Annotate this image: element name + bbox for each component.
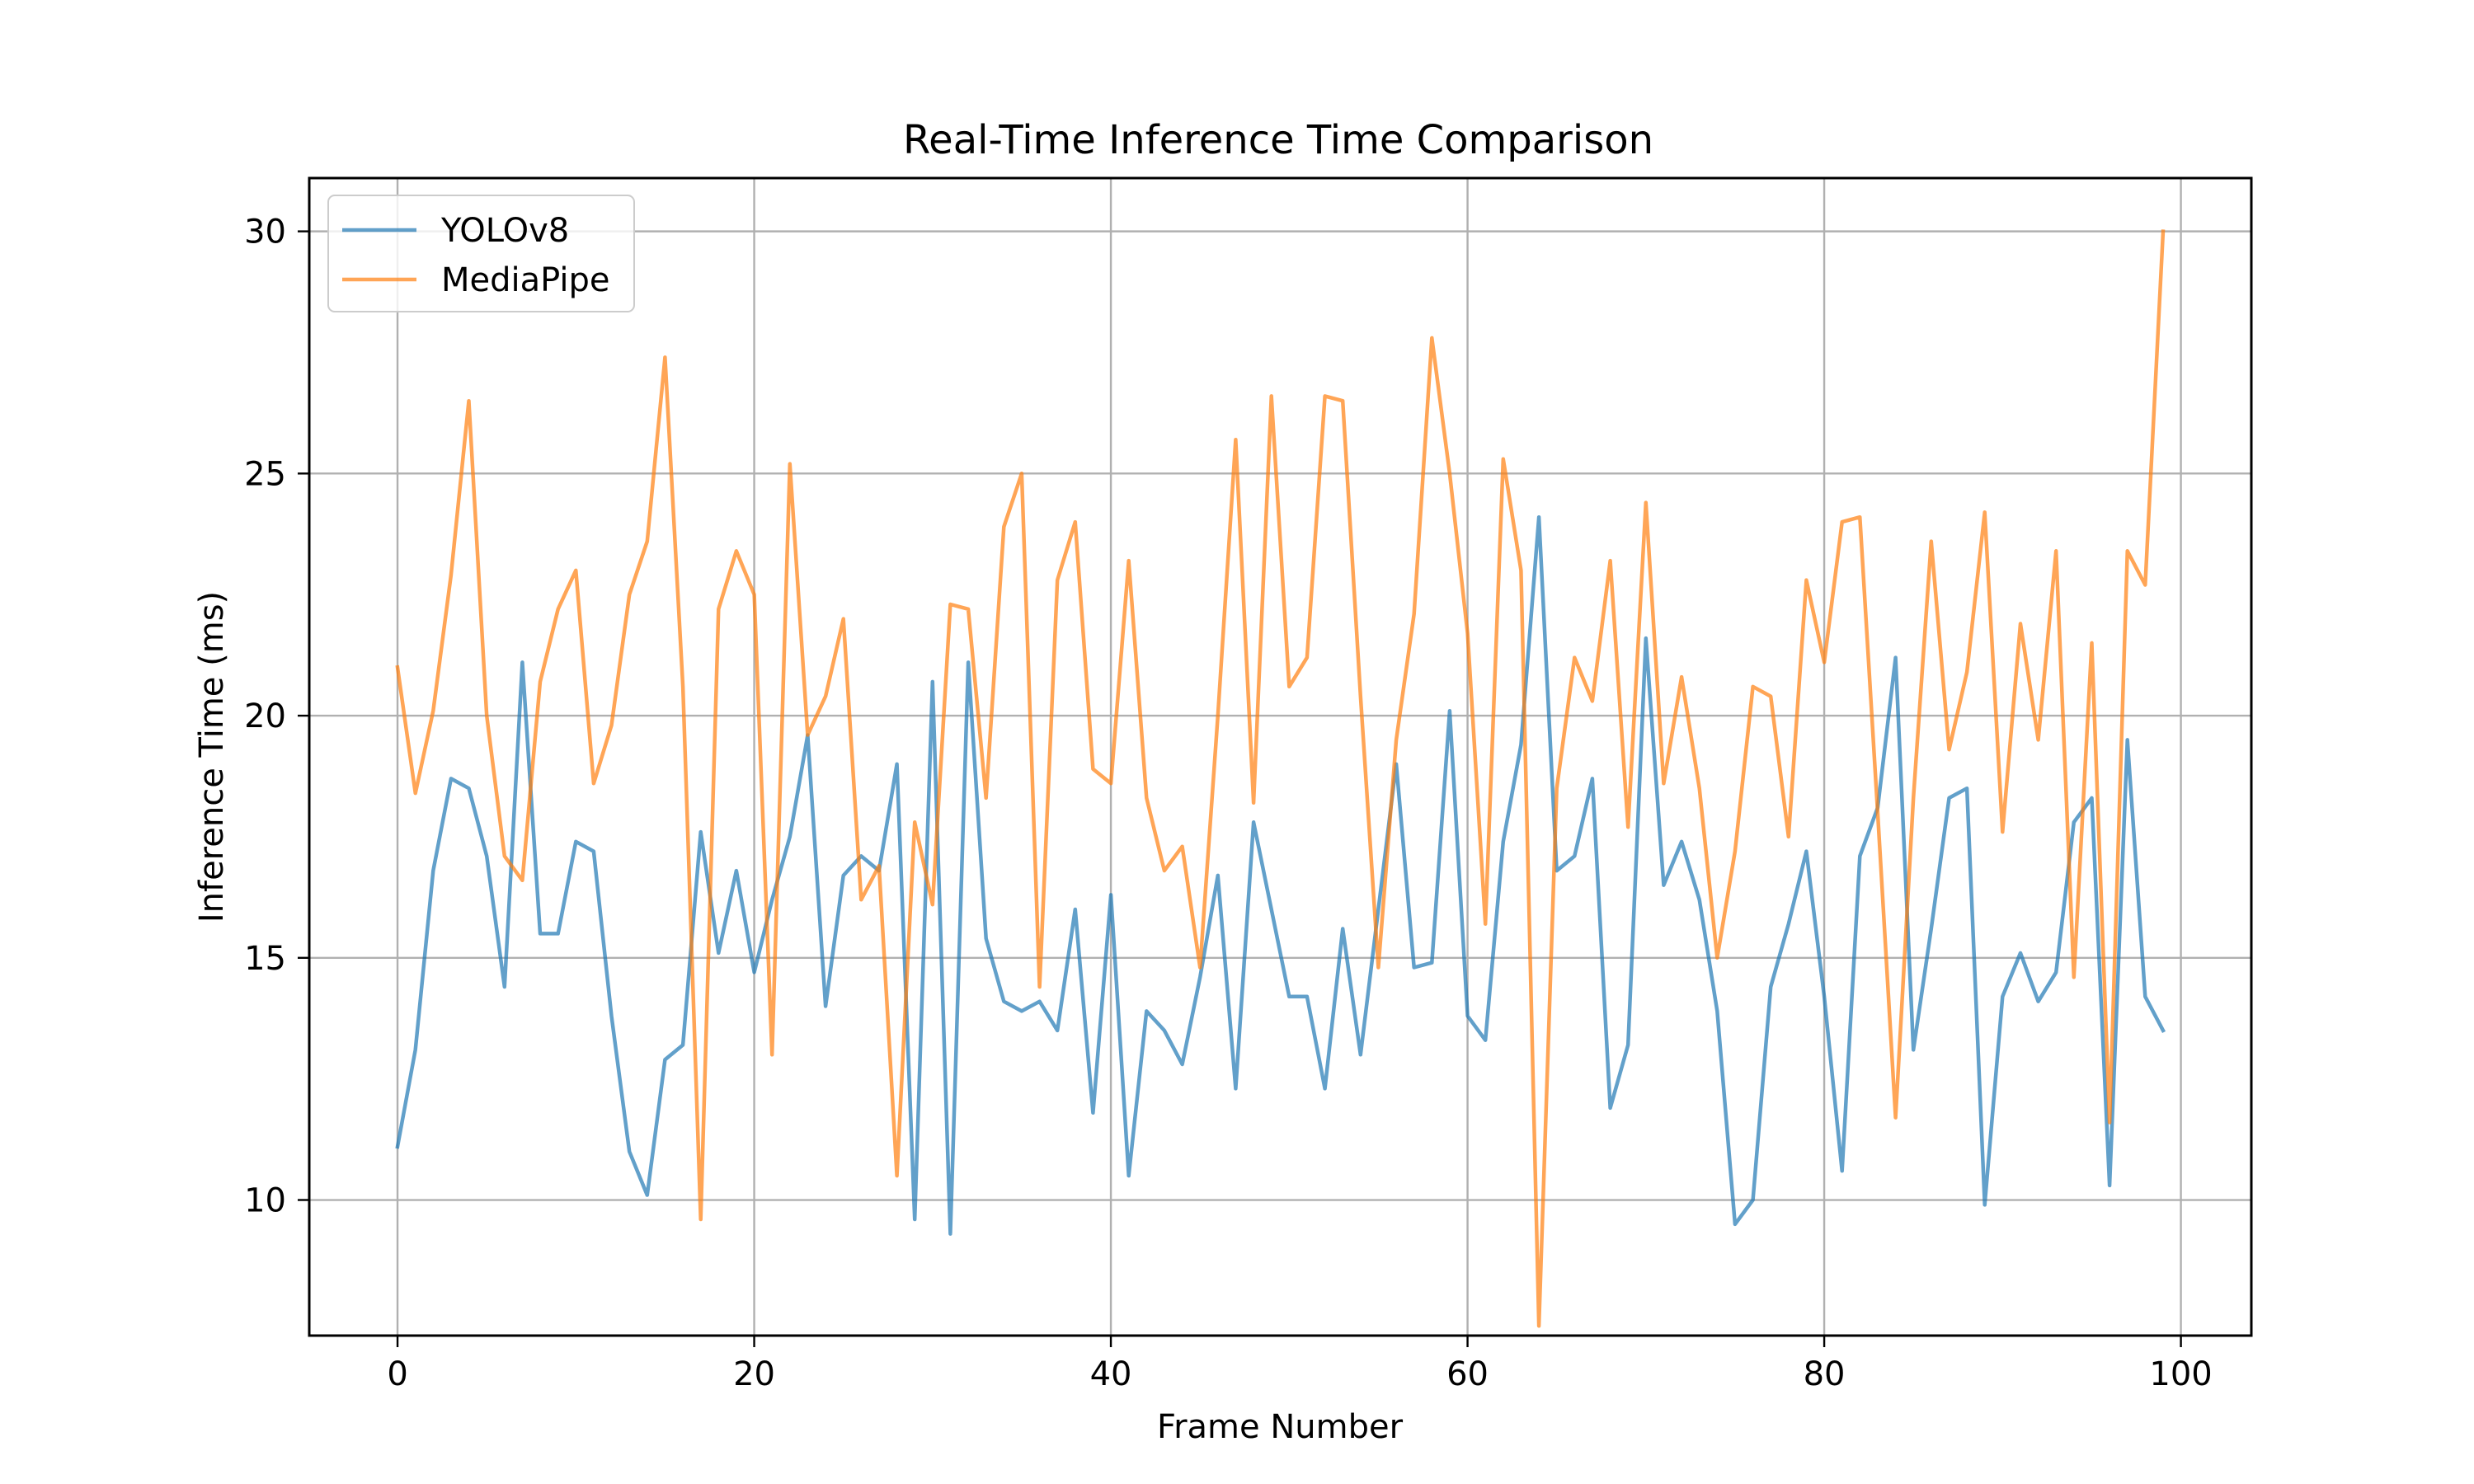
series-layer (395, 229, 2166, 1328)
x-tick-label: 100 (2149, 1355, 2212, 1393)
chart-title: Real-Time Inference Time Comparison (903, 117, 1653, 163)
legend-label-mediapipe: MediaPipe (441, 261, 610, 299)
legend: YOLOv8 MediaPipe (327, 195, 635, 312)
y-tick-label: 20 (244, 697, 286, 735)
x-axis: 0 20 40 60 80 100 (387, 1336, 2213, 1393)
x-tick-label: 80 (1804, 1355, 1846, 1393)
plot-area-frame (308, 176, 2253, 1337)
x-tick-label: 60 (1446, 1355, 1489, 1393)
grid (309, 178, 2251, 1336)
y-axis: 10 15 20 25 30 (244, 214, 309, 1220)
y-tick-label: 15 (244, 940, 286, 978)
x-tick-label: 20 (733, 1355, 775, 1393)
legend-box (327, 195, 635, 312)
x-tick-label: 0 (387, 1355, 407, 1393)
series-line-mediapipe (395, 229, 2166, 1328)
y-axis-label: Inference Time (ms) (193, 591, 231, 923)
y-tick-label: 30 (244, 214, 286, 251)
y-tick-label: 25 (244, 455, 286, 493)
legend-label-yolov8: YOLOv8 (440, 212, 569, 250)
x-tick-label: 40 (1090, 1355, 1132, 1393)
x-axis-label: Frame Number (1157, 1408, 1404, 1446)
y-tick-label: 10 (244, 1182, 286, 1220)
